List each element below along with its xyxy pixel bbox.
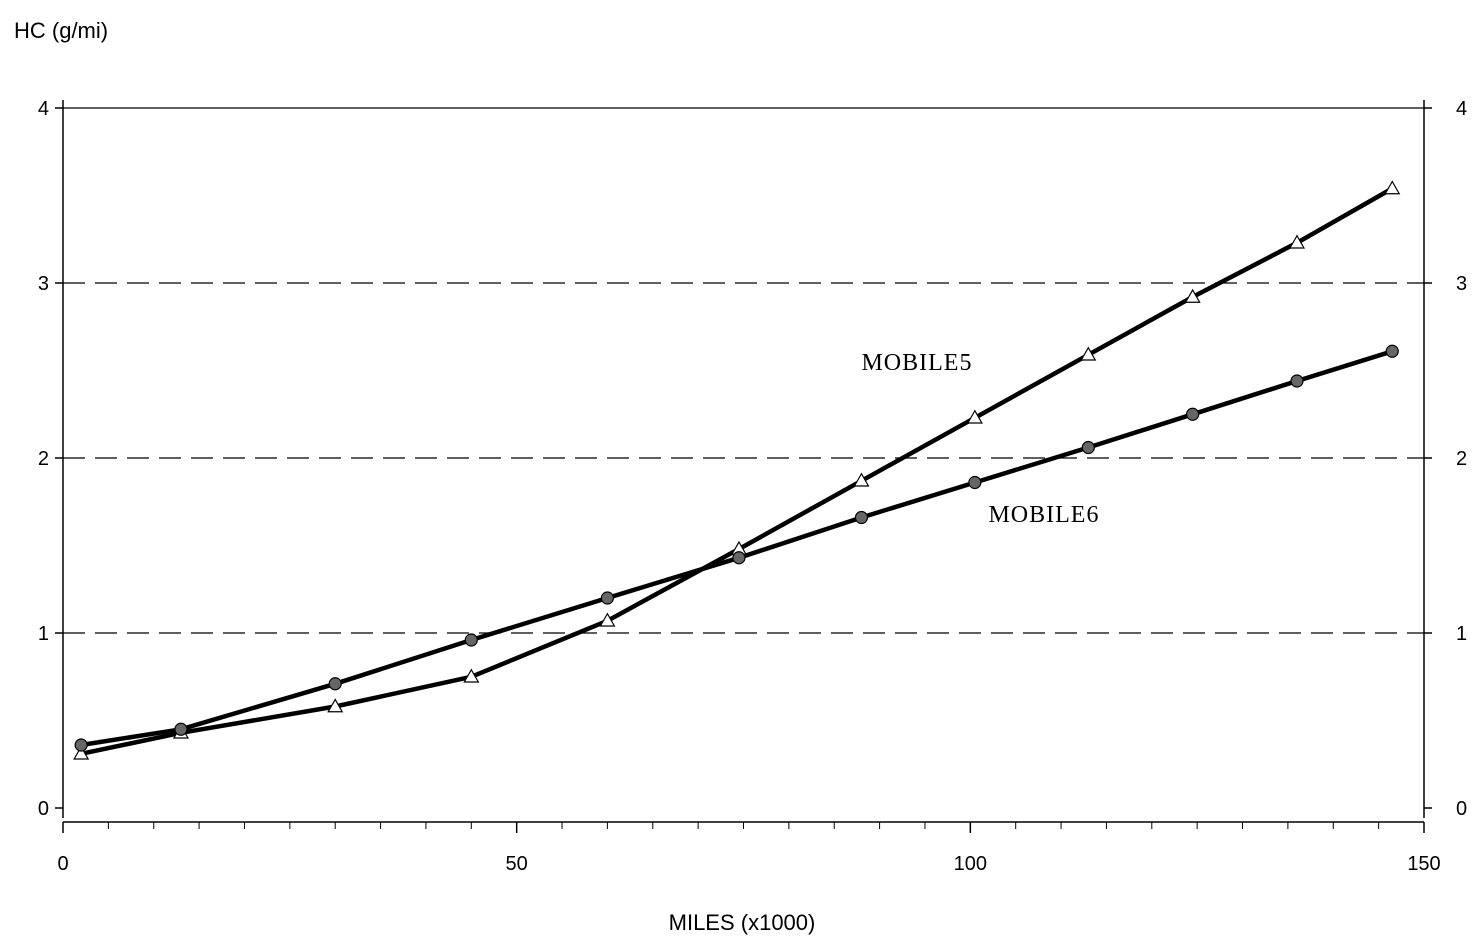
- y-tick-label-right: 2: [1456, 448, 1467, 470]
- x-tick-label: 150: [1407, 853, 1440, 875]
- point-mobile5: [73, 745, 90, 760]
- point-mobile5: [1288, 234, 1306, 249]
- point-mobile6: [854, 510, 869, 525]
- y-tick-label-left: 0: [38, 798, 49, 820]
- point-mobile6: [1385, 344, 1399, 358]
- y-tick-label-left: 2: [38, 448, 49, 470]
- point-mobile5: [463, 668, 480, 683]
- series-line-mobile5: [80, 186, 1394, 757]
- y-tick-label-right: 1: [1456, 623, 1467, 645]
- y-axis-label: HC (g/mi): [14, 18, 108, 43]
- axes: 0 1 2 3 4 0 1 2 3 4 0 50 100 150: [38, 98, 1467, 875]
- y-tick-label-right: 4: [1456, 98, 1467, 120]
- point-mobile5: [1384, 180, 1401, 195]
- y-tick-label-right: 3: [1456, 273, 1467, 295]
- point-mobile6: [1081, 440, 1095, 455]
- point-mobile6: [464, 633, 478, 647]
- point-mobile5: [1184, 288, 1201, 303]
- x-axis-label: MILES (x1000): [669, 910, 816, 935]
- y-tick-label-left: 3: [38, 273, 49, 295]
- point-mobile5: [327, 698, 344, 713]
- point-mobile5: [853, 472, 870, 487]
- series-markers: [73, 180, 1401, 760]
- point-mobile5: [966, 409, 983, 424]
- point-mobile6: [968, 475, 982, 490]
- point-mobile6: [328, 677, 342, 691]
- x-tick-label: 0: [57, 853, 68, 875]
- series-line-mobile6: [80, 349, 1393, 748]
- point-mobile6: [1186, 407, 1200, 421]
- point-mobile6: [600, 591, 615, 605]
- point-mobile6: [732, 551, 746, 565]
- x-tick-label: 50: [506, 853, 528, 875]
- x-tick-label: 100: [954, 853, 987, 875]
- series-label-mobile5: MOBILE5: [861, 350, 972, 376]
- chart-labels: HC (g/mi) MILES (x1000) MOBILE5 MOBILE6: [14, 18, 1099, 935]
- point-mobile6: [74, 738, 88, 752]
- y-tick-label-right: 0: [1456, 798, 1467, 820]
- point-mobile6: [174, 722, 188, 736]
- point-mobile5: [599, 612, 616, 627]
- series-lines: [80, 186, 1394, 757]
- series-label-mobile6: MOBILE6: [988, 502, 1099, 528]
- y-tick-label-left: 1: [38, 623, 49, 645]
- y-tick-label-left: 4: [38, 98, 49, 120]
- point-mobile5: [1080, 346, 1097, 361]
- point-mobile6: [1290, 374, 1304, 388]
- grid-lines: [63, 107, 1424, 634]
